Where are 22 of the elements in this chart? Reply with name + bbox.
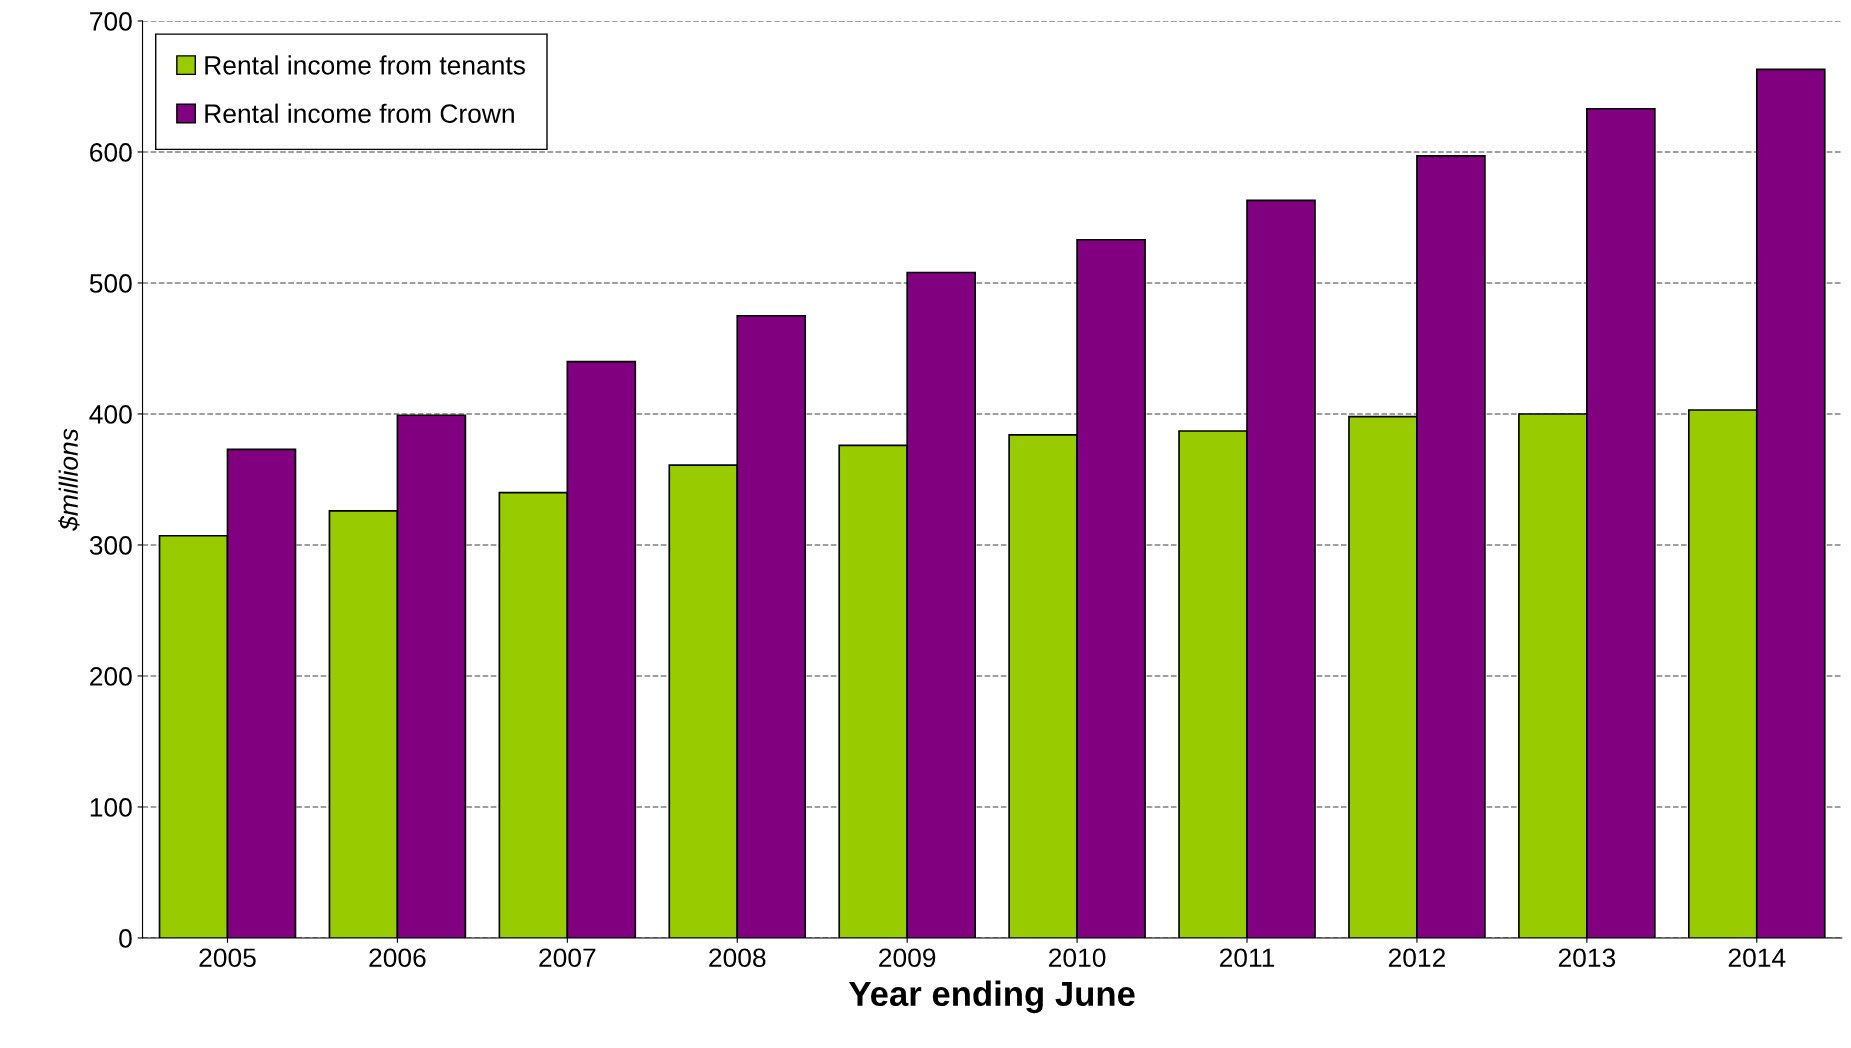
x-tick-label: 2012 [1388, 948, 1445, 968]
x-axis-title: Year ending June [848, 980, 1135, 1014]
x-tick-label: 2011 [1219, 948, 1275, 968]
y-tick-label: 100 [90, 798, 132, 817]
x-tick-label: 2013 [1558, 948, 1616, 968]
y-tick-label: 0 [119, 929, 132, 948]
x-tick-label: 2006 [369, 948, 426, 968]
y-axis-title: $millions [58, 428, 80, 531]
y-tick-label: 300 [89, 536, 132, 555]
y-tick-label: 200 [90, 667, 132, 686]
y-tick-label: 600 [90, 143, 132, 162]
x-tick-label: 2007 [539, 948, 596, 968]
y-tick-label: 500 [89, 274, 132, 293]
x-tick-label: 2009 [879, 948, 936, 968]
x-tick-label: 2005 [199, 948, 256, 968]
legend-label: Rental income from tenants [205, 55, 525, 75]
x-tick-label: 2014 [1728, 948, 1786, 968]
y-tick-label: 700 [90, 12, 132, 31]
legend-label: Rental income from Crown [205, 103, 514, 123]
y-tick-label: 400 [89, 405, 132, 424]
x-tick-label: 2008 [709, 948, 766, 968]
x-tick-label: 2010 [1049, 948, 1106, 968]
